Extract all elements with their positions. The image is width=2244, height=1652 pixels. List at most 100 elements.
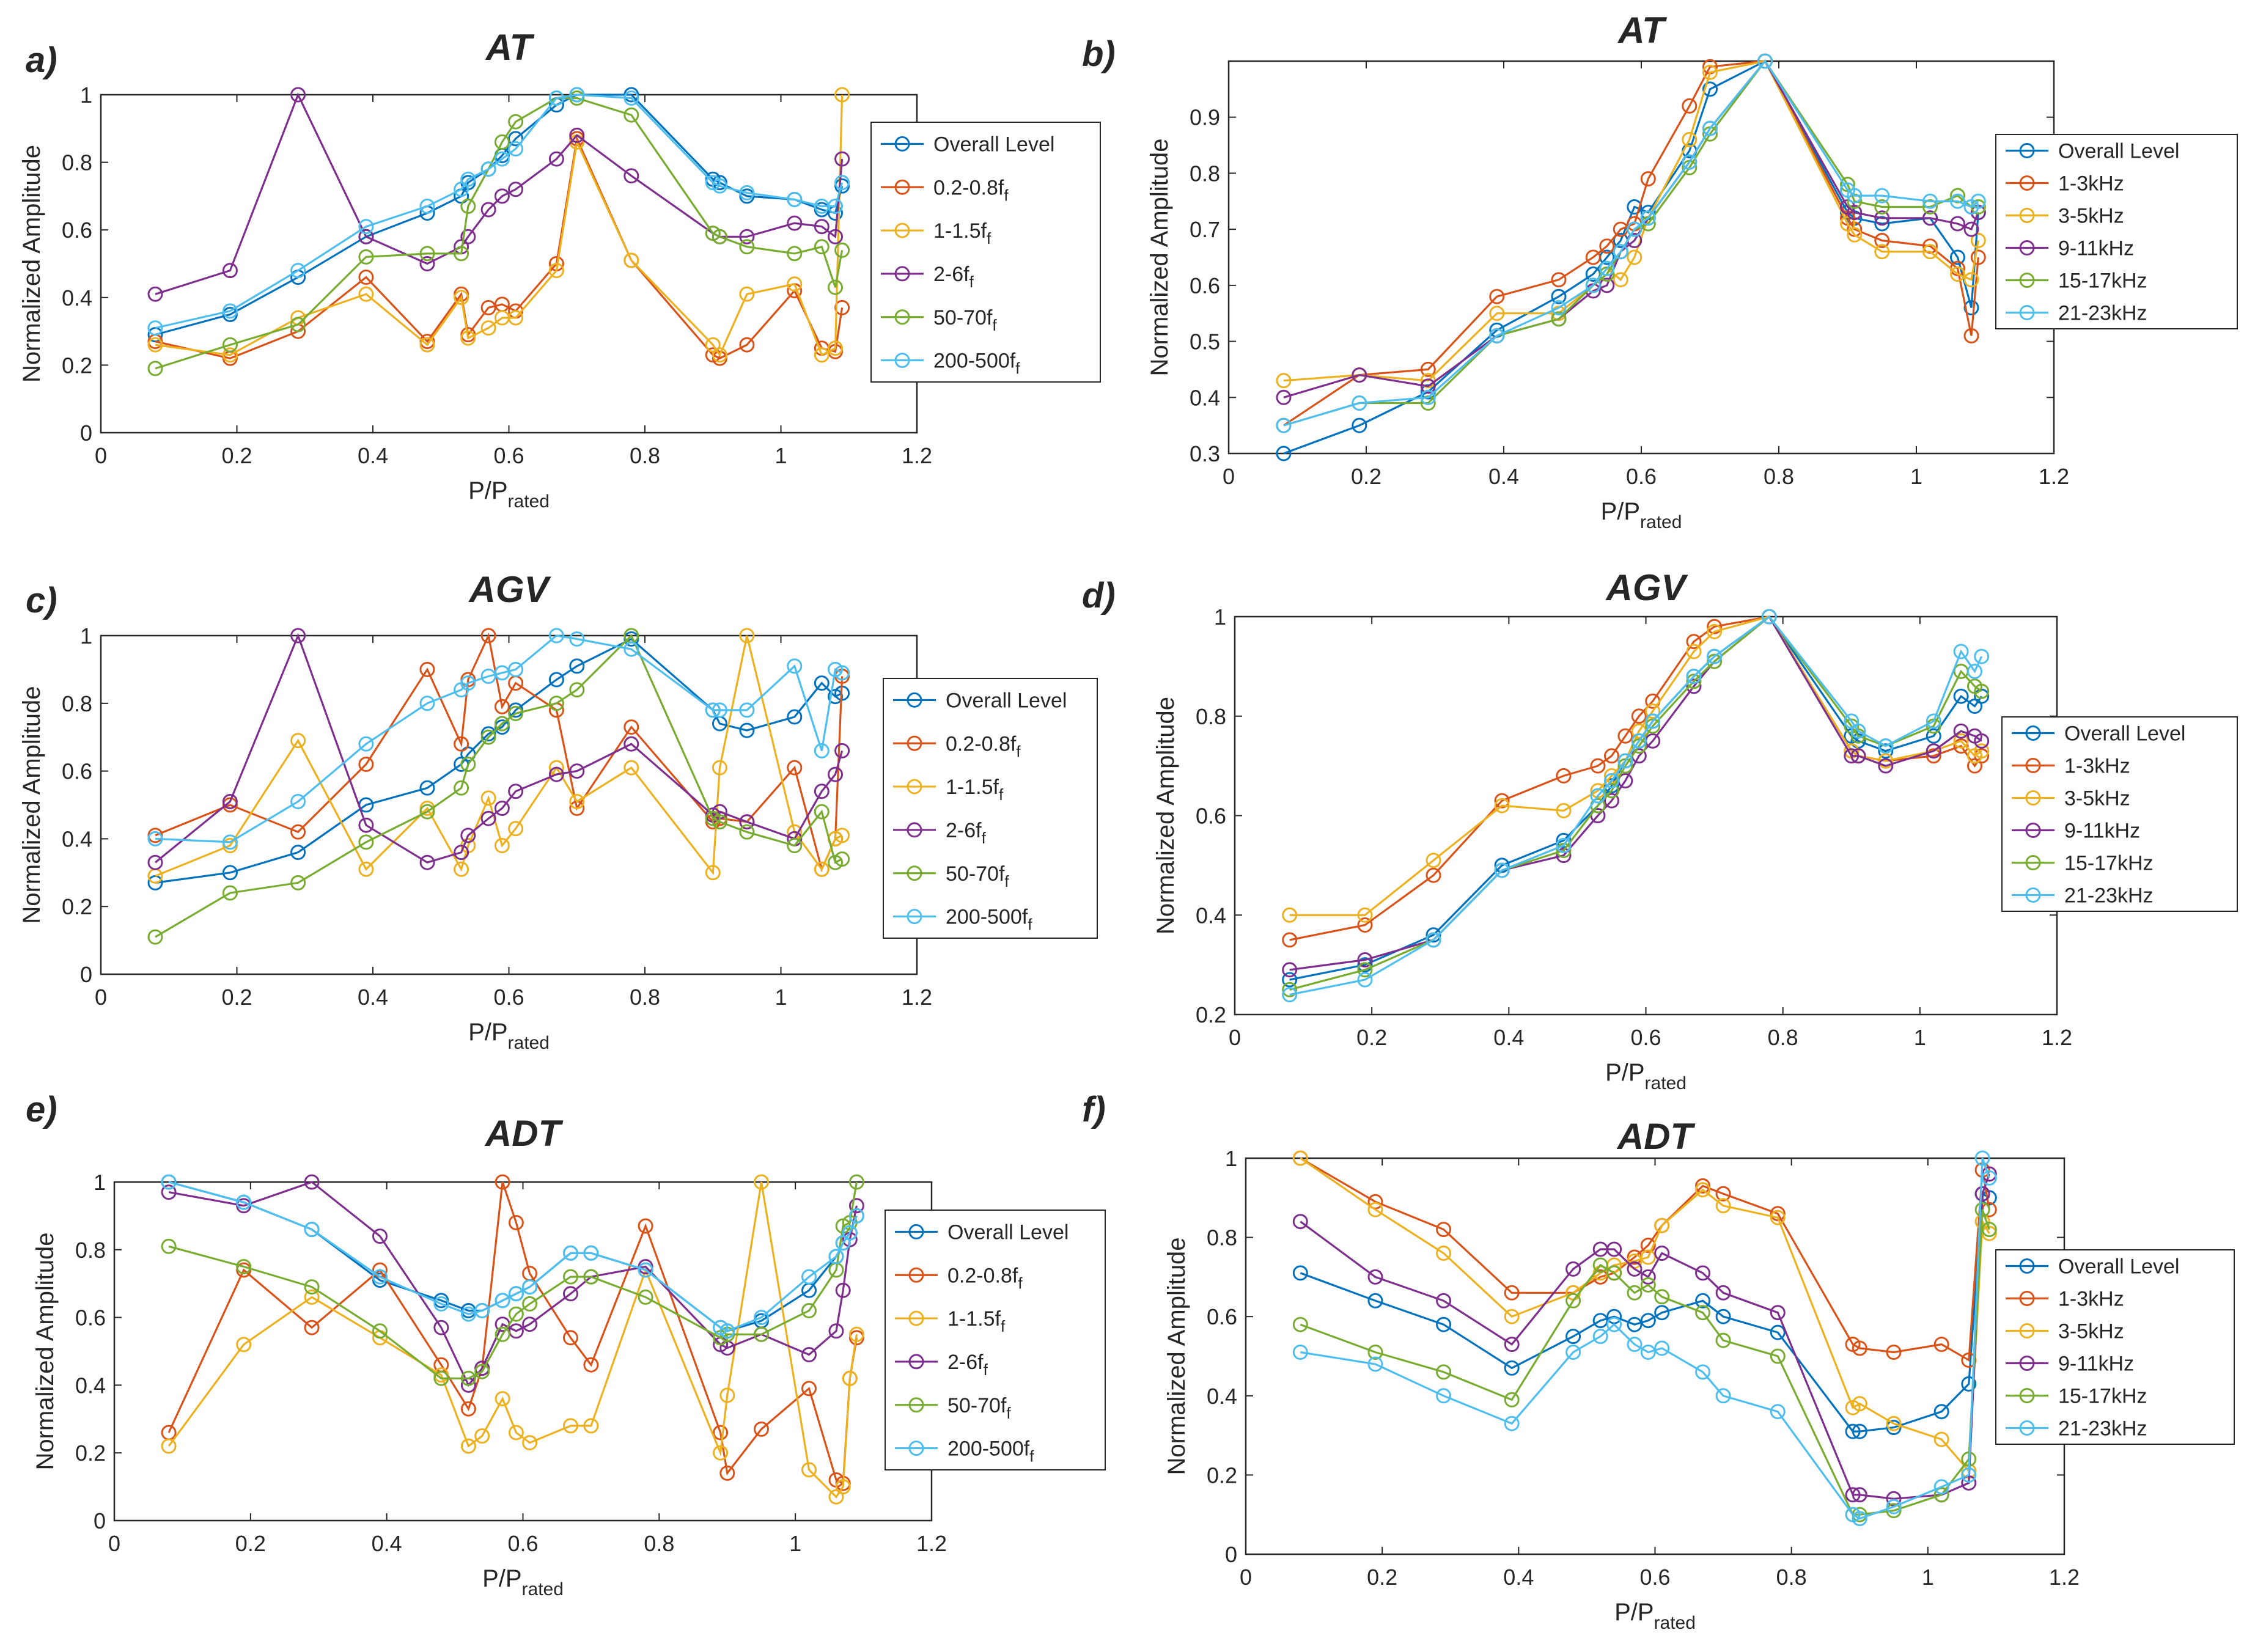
data-point [1425, 932, 1441, 948]
data-point [419, 337, 435, 353]
data-point [1590, 758, 1606, 774]
data-point [290, 87, 306, 103]
data-point [1874, 210, 1890, 226]
chart-title: ADT [484, 1113, 564, 1154]
legend-swatch-marker [2019, 240, 2035, 255]
data-point [1606, 1241, 1622, 1257]
data-point [719, 1465, 735, 1481]
data-point [739, 229, 755, 244]
legend-swatch-marker [894, 179, 910, 195]
data-point [1926, 713, 1941, 729]
y-axis-label: Normalized Amplitude [1152, 697, 1179, 934]
data-point [1970, 233, 1986, 248]
data-point [1556, 768, 1572, 784]
data-point [563, 1418, 578, 1434]
data-point [1565, 1261, 1581, 1277]
series-line [1289, 615, 1983, 996]
data-point [1686, 678, 1702, 694]
data-point [1494, 798, 1510, 813]
legend-swatch-marker [2019, 1323, 2035, 1338]
data-point [1425, 853, 1441, 868]
data-point [494, 151, 510, 167]
x-tick-label: 0.2 [1367, 1565, 1397, 1590]
data-point [419, 854, 435, 870]
data-point [508, 661, 524, 677]
data-point [754, 1174, 769, 1190]
data-point [828, 1323, 844, 1339]
data-point [1922, 244, 1938, 260]
data-point [1613, 244, 1628, 260]
data-point [1961, 1467, 1977, 1483]
data-point [1565, 1329, 1581, 1345]
data-point [814, 219, 830, 235]
data-point [1654, 1340, 1670, 1356]
data-point [624, 252, 639, 268]
data-point [1953, 733, 1969, 749]
x-tick-label: 0 [95, 985, 107, 1010]
series-line [167, 1181, 858, 1499]
data-point [1847, 205, 1863, 221]
legend-box [870, 122, 1101, 383]
series-line [168, 1181, 858, 1332]
data-point [1627, 249, 1643, 265]
data-point [1357, 952, 1373, 967]
legend-swatch-marker [894, 353, 910, 369]
legend-entry: 9-11kHz [2058, 237, 2134, 260]
y-tick-label: 0.3 [1190, 441, 1220, 466]
legend-entry: 21-23kHz [2064, 884, 2154, 908]
legend-swatch-marker [894, 222, 910, 238]
data-point [1367, 1269, 1383, 1285]
series-6 [1292, 1150, 1997, 1527]
data-point [147, 875, 163, 890]
data-point [1292, 1265, 1308, 1281]
data-point [834, 743, 850, 758]
data-point [508, 141, 524, 156]
data-point [1950, 188, 1965, 204]
data-point [1970, 249, 1986, 265]
data-point [828, 229, 843, 244]
data-point [147, 831, 163, 846]
legend-entry: 21-23kHz [2058, 302, 2147, 325]
data-point [1702, 64, 1718, 80]
data-point [494, 699, 510, 714]
legend-swatch-marker [2019, 305, 2035, 320]
x-axis-label-subscript: rated [522, 1579, 564, 1599]
data-point [508, 784, 524, 799]
data-point [358, 286, 374, 302]
data-point [508, 1323, 524, 1339]
data-point [848, 1174, 864, 1190]
y-tick-label: 0.8 [62, 150, 92, 175]
series-line [154, 633, 844, 864]
data-point [304, 1320, 320, 1335]
y-tick-label: 0.8 [1196, 704, 1226, 729]
data-point [1590, 788, 1606, 804]
data-point [1357, 907, 1373, 923]
data-point [719, 1323, 735, 1339]
data-point [480, 669, 496, 684]
data-point [1613, 272, 1628, 288]
data-point [1420, 378, 1436, 394]
data-point [1715, 1198, 1731, 1214]
y-tick-label: 0.4 [62, 285, 92, 310]
y-tick-label: 1 [1214, 604, 1226, 630]
panel-label: a) [26, 40, 57, 80]
data-point [739, 185, 755, 200]
data-point [454, 861, 469, 877]
legend-entry-subscript: f [992, 316, 997, 334]
data-point [705, 865, 721, 881]
data-point [814, 239, 830, 255]
x-tick-label: 0.4 [1503, 1565, 1534, 1590]
x-tick-label: 1.2 [2042, 1025, 2072, 1050]
data-point [161, 1174, 177, 1190]
data-point [222, 347, 238, 363]
data-point [787, 838, 803, 853]
data-point [1981, 1170, 1997, 1186]
data-point [161, 1184, 177, 1200]
data-point [290, 263, 306, 279]
series-line [155, 135, 844, 360]
series-line [1300, 1209, 1990, 1516]
data-point [713, 1445, 729, 1461]
data-point [848, 1208, 864, 1224]
data-point [1604, 748, 1619, 764]
